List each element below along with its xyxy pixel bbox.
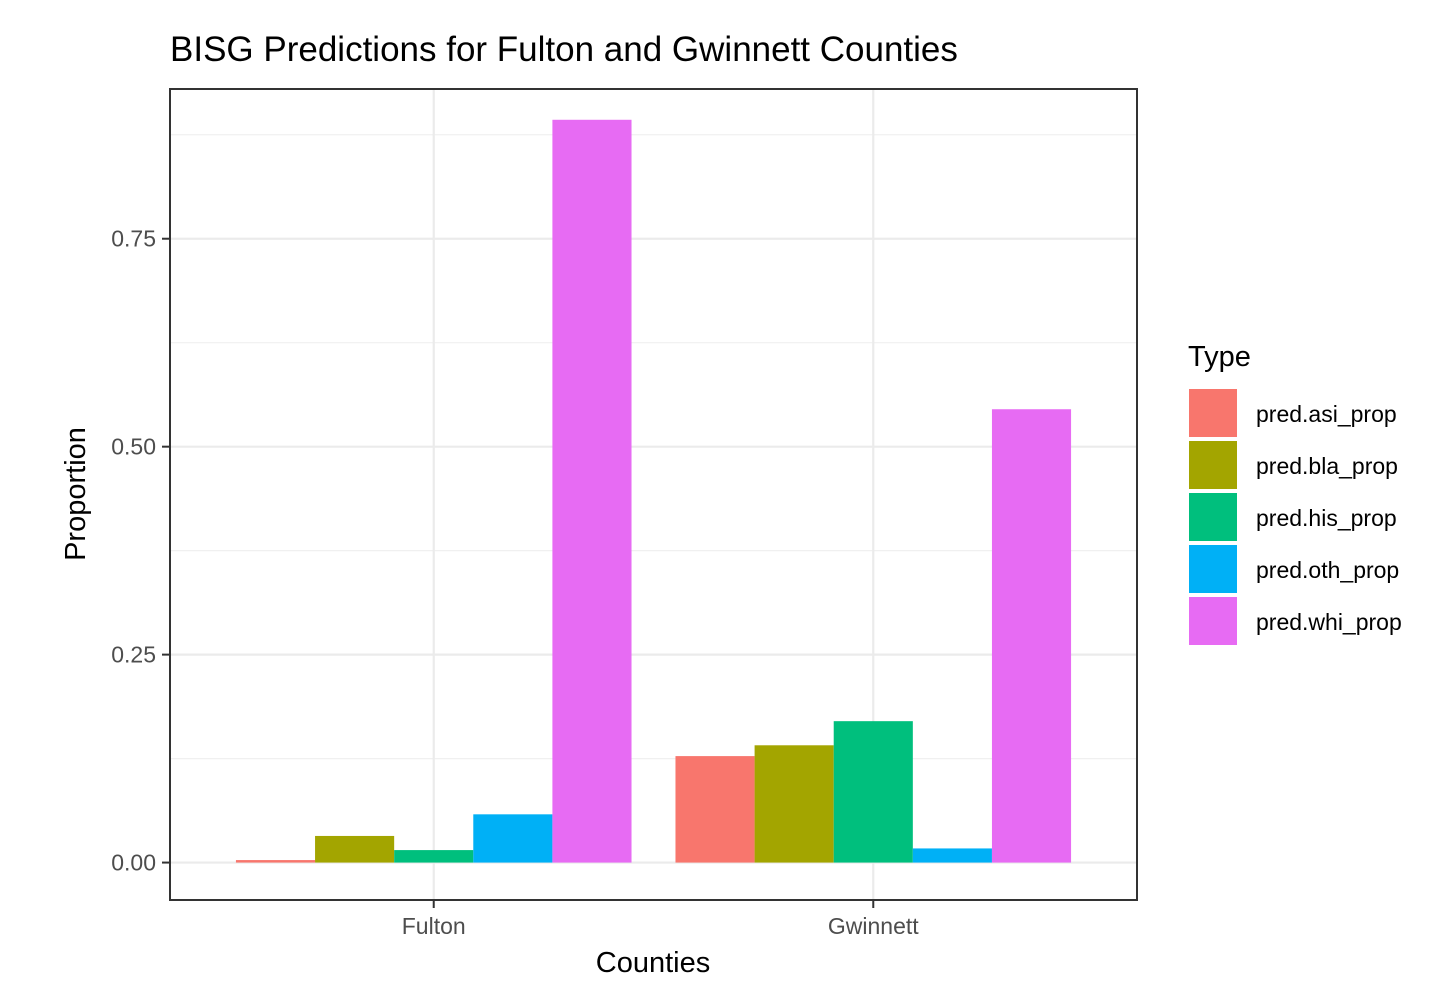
plot-panel: [169, 88, 1138, 901]
y-tick-label: 0.75: [111, 226, 156, 252]
y-tick-label: 0.50: [111, 434, 156, 460]
bar: [552, 119, 632, 863]
legend-label: pred.whi_prop: [1256, 609, 1402, 635]
bar: [912, 848, 992, 863]
legend-label: pred.oth_prop: [1256, 557, 1399, 583]
bar: [991, 409, 1072, 863]
x-tick-label: Fulton: [402, 913, 466, 939]
legend-key: [1189, 545, 1237, 593]
y-tick-label: 0.00: [111, 850, 156, 876]
y-axis-title: Proportion: [60, 427, 92, 561]
legend: Type pred.asi_prop pred.bla_prop pred.his_…: [1188, 341, 1402, 645]
x-axis: Fulton Gwinnett: [402, 900, 919, 939]
x-axis-title: Counties: [596, 947, 710, 979]
bars-group: [235, 119, 1072, 863]
legend-items: pred.asi_prop pred.bla_prop pred.his_propp…: [1189, 389, 1402, 645]
bar: [833, 721, 913, 863]
panel-border: [169, 88, 1138, 901]
legend-title: Type: [1188, 341, 1251, 373]
panel-background: [170, 89, 1137, 900]
legend-label: pred.asi_prop: [1256, 401, 1397, 427]
bar: [315, 835, 395, 863]
legend-label: pred.bla_prop: [1256, 453, 1398, 479]
legend-key: [1189, 493, 1237, 541]
legend-key: [1189, 441, 1237, 489]
legend-key: [1189, 597, 1237, 645]
bar: [394, 850, 474, 863]
legend-key: [1189, 389, 1237, 437]
y-axis: 0.00 0.25 0.50 0.75: [111, 226, 170, 876]
bar: [675, 756, 755, 863]
bar: [235, 860, 316, 863]
y-tick-label: 0.25: [111, 642, 156, 668]
bar: [473, 814, 553, 863]
bar: [754, 745, 834, 863]
chart-title: BISG Predictions for Fulton and Gwinnett…: [170, 30, 958, 69]
legend-label: pred.his_prop: [1256, 505, 1397, 531]
x-tick-label: Gwinnett: [828, 913, 919, 939]
